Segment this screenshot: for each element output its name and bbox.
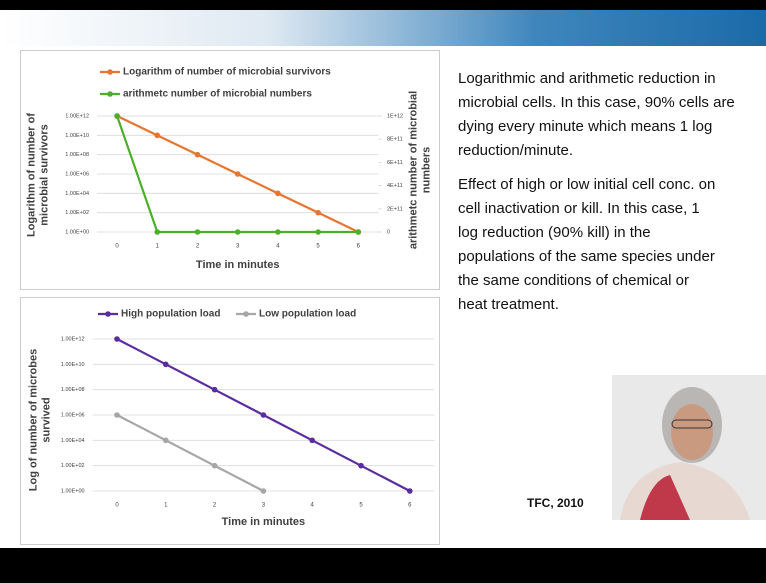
x-tick-label: 6 — [408, 503, 412, 509]
point — [114, 412, 120, 418]
point — [261, 412, 267, 418]
y-tick-label: 1.00E+04 — [61, 438, 85, 444]
slide-frame: 1.00E+00 1.00E+02 1.00E+04 1.00E+06 1.00E+08… — [0, 0, 766, 583]
point — [195, 229, 201, 235]
legend-marker — [107, 91, 113, 97]
legend-label: arithmetc number of microbial numbers — [123, 89, 312, 100]
paragraph-line: heat treatment. — [458, 296, 559, 313]
legend-label: High population load — [121, 309, 220, 320]
y2-tick-label: 1E+12 — [387, 113, 403, 119]
point — [163, 362, 169, 368]
y2-tick-label: 8E+11 — [387, 137, 403, 143]
paragraph-line: populations of the same species under — [458, 248, 715, 265]
x-tick-label: 3 — [262, 503, 266, 509]
y-tick-label: 1.00E+08 — [61, 387, 85, 393]
paragraph-line: reduction/minute. — [458, 142, 573, 159]
y-tick-label: 1.00E+00 — [61, 488, 85, 494]
y-tick-label: 1.00E+08 — [65, 152, 89, 158]
point — [275, 229, 281, 235]
x-tick-label: 4 — [311, 503, 315, 509]
y-axis-label: Log of number of microbes survived — [27, 335, 52, 505]
point — [315, 229, 321, 235]
point — [155, 229, 161, 235]
paragraph-line: Logarithmic and arithmetic reduction in — [458, 70, 716, 87]
paragraph-line: cell inactivation or kill. In this case,… — [458, 200, 700, 217]
y-tick-label: 1.00E+10 — [61, 362, 85, 368]
point — [235, 229, 241, 235]
x-tick-label: 4 — [276, 244, 280, 250]
x-tick-label: 1 — [156, 244, 160, 250]
y-tick-label: 1.00E+00 — [65, 229, 89, 235]
x-tick-label: 2 — [213, 503, 217, 509]
y2-tick-label: 4E+11 — [387, 183, 403, 189]
point — [212, 387, 218, 393]
speaker-face — [671, 404, 713, 460]
point — [315, 210, 321, 216]
legend-label: Logarithm of number of microbial survivo… — [123, 67, 331, 78]
series-line — [117, 415, 263, 491]
x-tick-label: 0 — [115, 503, 119, 509]
charts: 1.00E+00 1.00E+02 1.00E+04 1.00E+06 1.00E+08… — [0, 0, 766, 583]
paragraph-line: dying every minute which means 1 log — [458, 118, 712, 135]
y2-axis-label: arithmetc number of microbial numbers — [407, 85, 432, 255]
x-axis-label: Time in minutes — [222, 516, 306, 528]
speaker — [612, 375, 766, 520]
y-tick-label: 1.00E+12 — [65, 113, 89, 119]
citation: TFC, 2010 — [527, 496, 584, 510]
point — [407, 488, 413, 494]
y-tick-label: 1.00E+04 — [65, 191, 89, 197]
x-tick-label: 6 — [357, 244, 361, 250]
y-axis-label: Logarithm of number of microbial survivo… — [25, 90, 50, 260]
y-tick-label: 1.00E+02 — [65, 210, 89, 216]
point — [195, 152, 201, 158]
point — [163, 438, 169, 444]
point — [155, 133, 161, 139]
legend-label: Low population load — [259, 309, 356, 320]
x-tick-label: 1 — [164, 503, 168, 509]
y-tick-label: 1.00E+06 — [65, 171, 89, 177]
point — [275, 191, 281, 197]
point — [114, 336, 120, 342]
paragraph-line: microbial cells. In this case, 90% cells… — [458, 94, 735, 111]
y-tick-label: 1.00E+02 — [61, 463, 85, 469]
y2-tick-label: 0 — [387, 229, 390, 235]
point — [212, 463, 218, 469]
y2-tick-label: 2E+11 — [387, 206, 403, 212]
paragraph-line: Effect of high or low initial cell conc.… — [458, 176, 715, 193]
x-tick-label: 0 — [115, 244, 119, 250]
point — [114, 113, 120, 119]
y-tick-label: 1.00E+10 — [65, 133, 89, 139]
paragraph-line: the same conditions of chemical or — [458, 272, 689, 289]
x-tick-label: 3 — [236, 244, 240, 250]
point — [358, 463, 364, 469]
point — [235, 171, 241, 177]
y-tick-label: 1.00E+12 — [61, 336, 85, 342]
x-tick-label: 5 — [316, 244, 320, 250]
legend-marker — [243, 311, 249, 317]
x-tick-label: 5 — [359, 503, 363, 509]
x-tick-label: 2 — [196, 244, 200, 250]
x-axis-label: Time in minutes — [196, 259, 280, 271]
point — [356, 229, 362, 235]
y2-tick-label: 6E+11 — [387, 160, 403, 166]
legend-marker — [105, 311, 111, 317]
point — [309, 438, 315, 444]
legend-marker — [107, 69, 113, 75]
point — [261, 488, 267, 494]
paragraph-line: log reduction (90% kill) in the — [458, 224, 651, 241]
y-tick-label: 1.00E+06 — [61, 412, 85, 418]
